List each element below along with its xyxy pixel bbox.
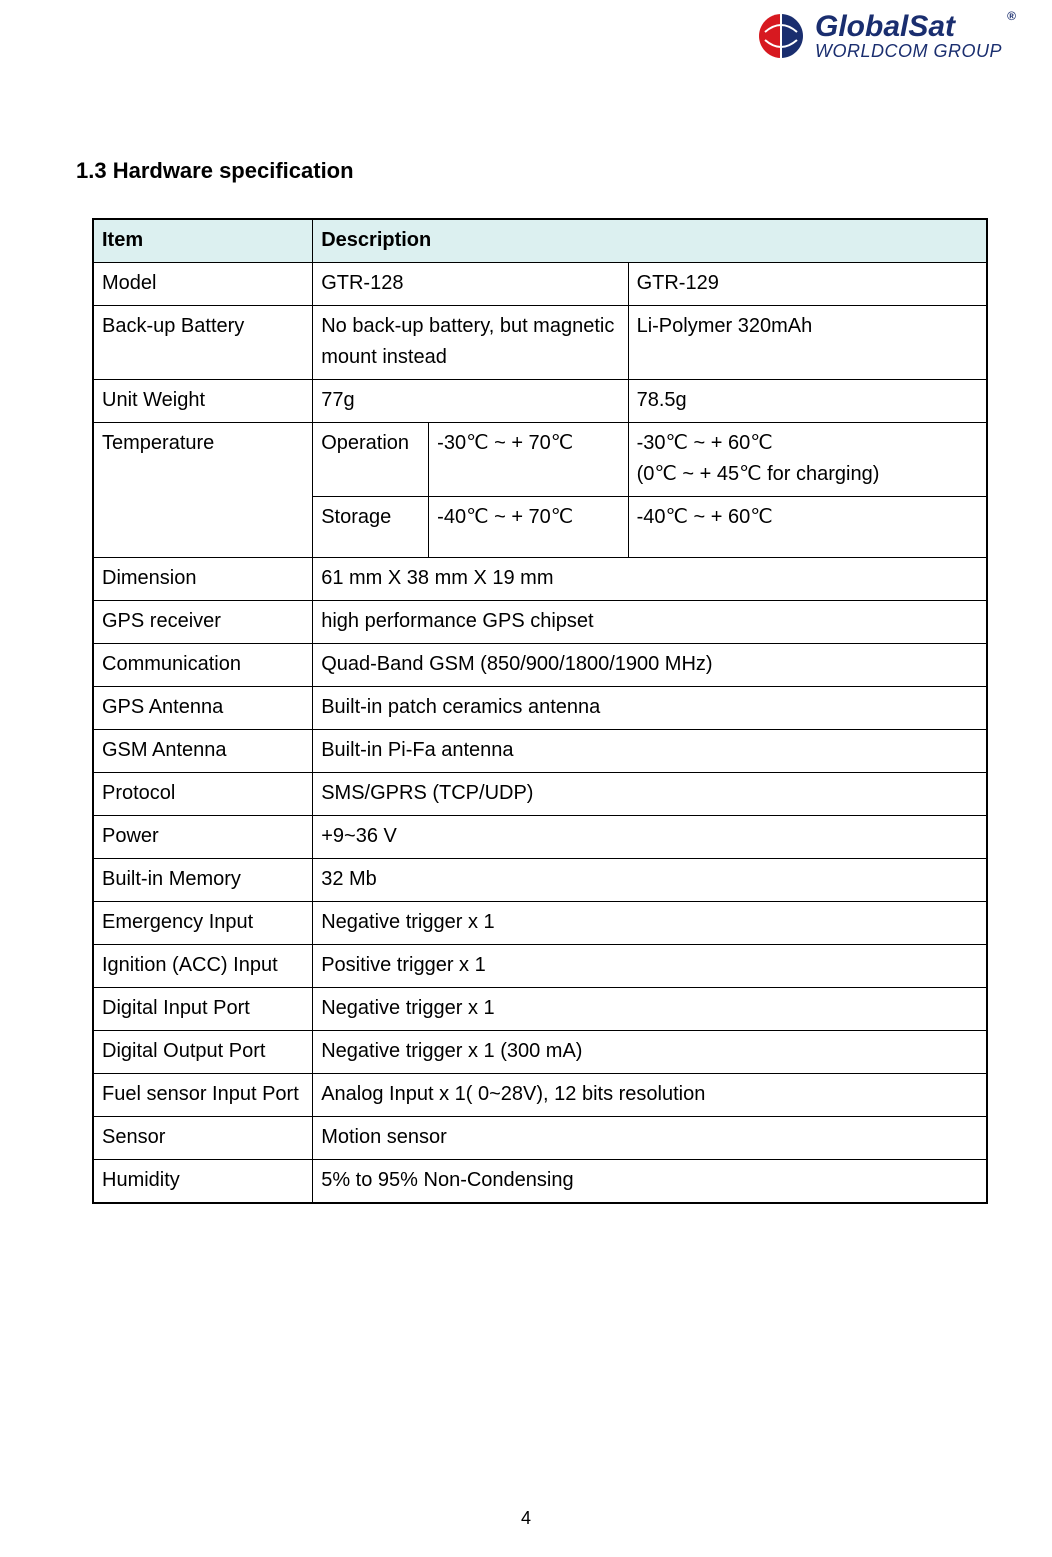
cell: GTR-129 [628, 263, 987, 306]
cell: -40℃ ~ + 60℃ [628, 497, 987, 558]
row-label: GSM Antenna [93, 730, 313, 773]
row-label: Emergency Input [93, 902, 313, 945]
cell: No back-up battery, but magnetic mount i… [313, 306, 628, 380]
col-header-item: Item [93, 219, 313, 263]
cell: Negative trigger x 1 (300 mA) [313, 1031, 987, 1074]
row-label: Ignition (ACC) Input [93, 945, 313, 988]
sub-label: Storage [313, 497, 429, 558]
table-row: Digital Input Port Negative trigger x 1 [93, 988, 987, 1031]
table-row: Back-up Battery No back-up battery, but … [93, 306, 987, 380]
row-label: Dimension [93, 558, 313, 601]
row-label: Unit Weight [93, 380, 313, 423]
row-label: Digital Input Port [93, 988, 313, 1031]
table-row: GPS Antenna Built-in patch ceramics ante… [93, 687, 987, 730]
cell: Motion sensor [313, 1117, 987, 1160]
table-row: Temperature Operation -30℃ ~ + 70℃ -30℃ … [93, 423, 987, 497]
section-heading: 1.3 Hardware specification [76, 158, 992, 184]
table-row: Fuel sensor Input Port Analog Input x 1(… [93, 1074, 987, 1117]
cell: -40℃ ~ + 70℃ [429, 497, 628, 558]
col-header-desc: Description [313, 219, 987, 263]
cell: Positive trigger x 1 [313, 945, 987, 988]
row-label: Communication [93, 644, 313, 687]
table-row: Unit Weight 77g 78.5g [93, 380, 987, 423]
cell: Built-in Pi-Fa antenna [313, 730, 987, 773]
cell: Negative trigger x 1 [313, 902, 987, 945]
row-label: Temperature [93, 423, 313, 558]
table-row: Humidity 5% to 95% Non-Condensing [93, 1160, 987, 1204]
cell: Negative trigger x 1 [313, 988, 987, 1031]
row-label: Fuel sensor Input Port [93, 1074, 313, 1117]
cell: Built-in patch ceramics antenna [313, 687, 987, 730]
table-row: GSM Antenna Built-in Pi-Fa antenna [93, 730, 987, 773]
cell: Quad-Band GSM (850/900/1800/1900 MHz) [313, 644, 987, 687]
logo-mark-icon [755, 10, 807, 62]
sub-label: Operation [313, 423, 429, 497]
row-label: Sensor [93, 1117, 313, 1160]
brand-logo: GlobalSat WORLDCOM GROUP [755, 10, 1002, 62]
row-label: GPS receiver [93, 601, 313, 644]
row-label: Back-up Battery [93, 306, 313, 380]
table-row: Communication Quad-Band GSM (850/900/180… [93, 644, 987, 687]
row-label: GPS Antenna [93, 687, 313, 730]
table-row: Ignition (ACC) Input Positive trigger x … [93, 945, 987, 988]
cell: 32 Mb [313, 859, 987, 902]
cell: +9~36 V [313, 816, 987, 859]
brand-subtitle: WORLDCOM GROUP [815, 42, 1002, 60]
cell: Analog Input x 1( 0~28V), 12 bits resolu… [313, 1074, 987, 1117]
row-label: Built-in Memory [93, 859, 313, 902]
table-row: Protocol SMS/GPRS (TCP/UDP) [93, 773, 987, 816]
spec-table: Item Description Model GTR-128 GTR-129 B… [92, 218, 988, 1204]
row-label: Protocol [93, 773, 313, 816]
table-row: Built-in Memory 32 Mb [93, 859, 987, 902]
cell: 77g [313, 380, 628, 423]
table-row: Sensor Motion sensor [93, 1117, 987, 1160]
cell: Li-Polymer 320mAh [628, 306, 987, 380]
row-label: Model [93, 263, 313, 306]
cell: 61 mm X 38 mm X 19 mm [313, 558, 987, 601]
table-row: Emergency Input Negative trigger x 1 [93, 902, 987, 945]
cell: high performance GPS chipset [313, 601, 987, 644]
row-label: Humidity [93, 1160, 313, 1204]
table-row: Model GTR-128 GTR-129 [93, 263, 987, 306]
table-row: Dimension 61 mm X 38 mm X 19 mm [93, 558, 987, 601]
table-row: Power +9~36 V [93, 816, 987, 859]
table-row: GPS receiver high performance GPS chipse… [93, 601, 987, 644]
cell: 78.5g [628, 380, 987, 423]
row-label: Power [93, 816, 313, 859]
cell: -30℃ ~ + 70℃ [429, 423, 628, 497]
table-row: Digital Output Port Negative trigger x 1… [93, 1031, 987, 1074]
brand-name: GlobalSat [815, 12, 1002, 42]
cell: GTR-128 [313, 263, 628, 306]
cell: SMS/GPRS (TCP/UDP) [313, 773, 987, 816]
cell: -30℃ ~ + 60℃ (0℃ ~ + 45℃ for charging) [628, 423, 987, 497]
row-label: Digital Output Port [93, 1031, 313, 1074]
table-header-row: Item Description [93, 219, 987, 263]
cell: 5% to 95% Non-Condensing [313, 1160, 987, 1204]
page-number: 4 [0, 1508, 1052, 1529]
